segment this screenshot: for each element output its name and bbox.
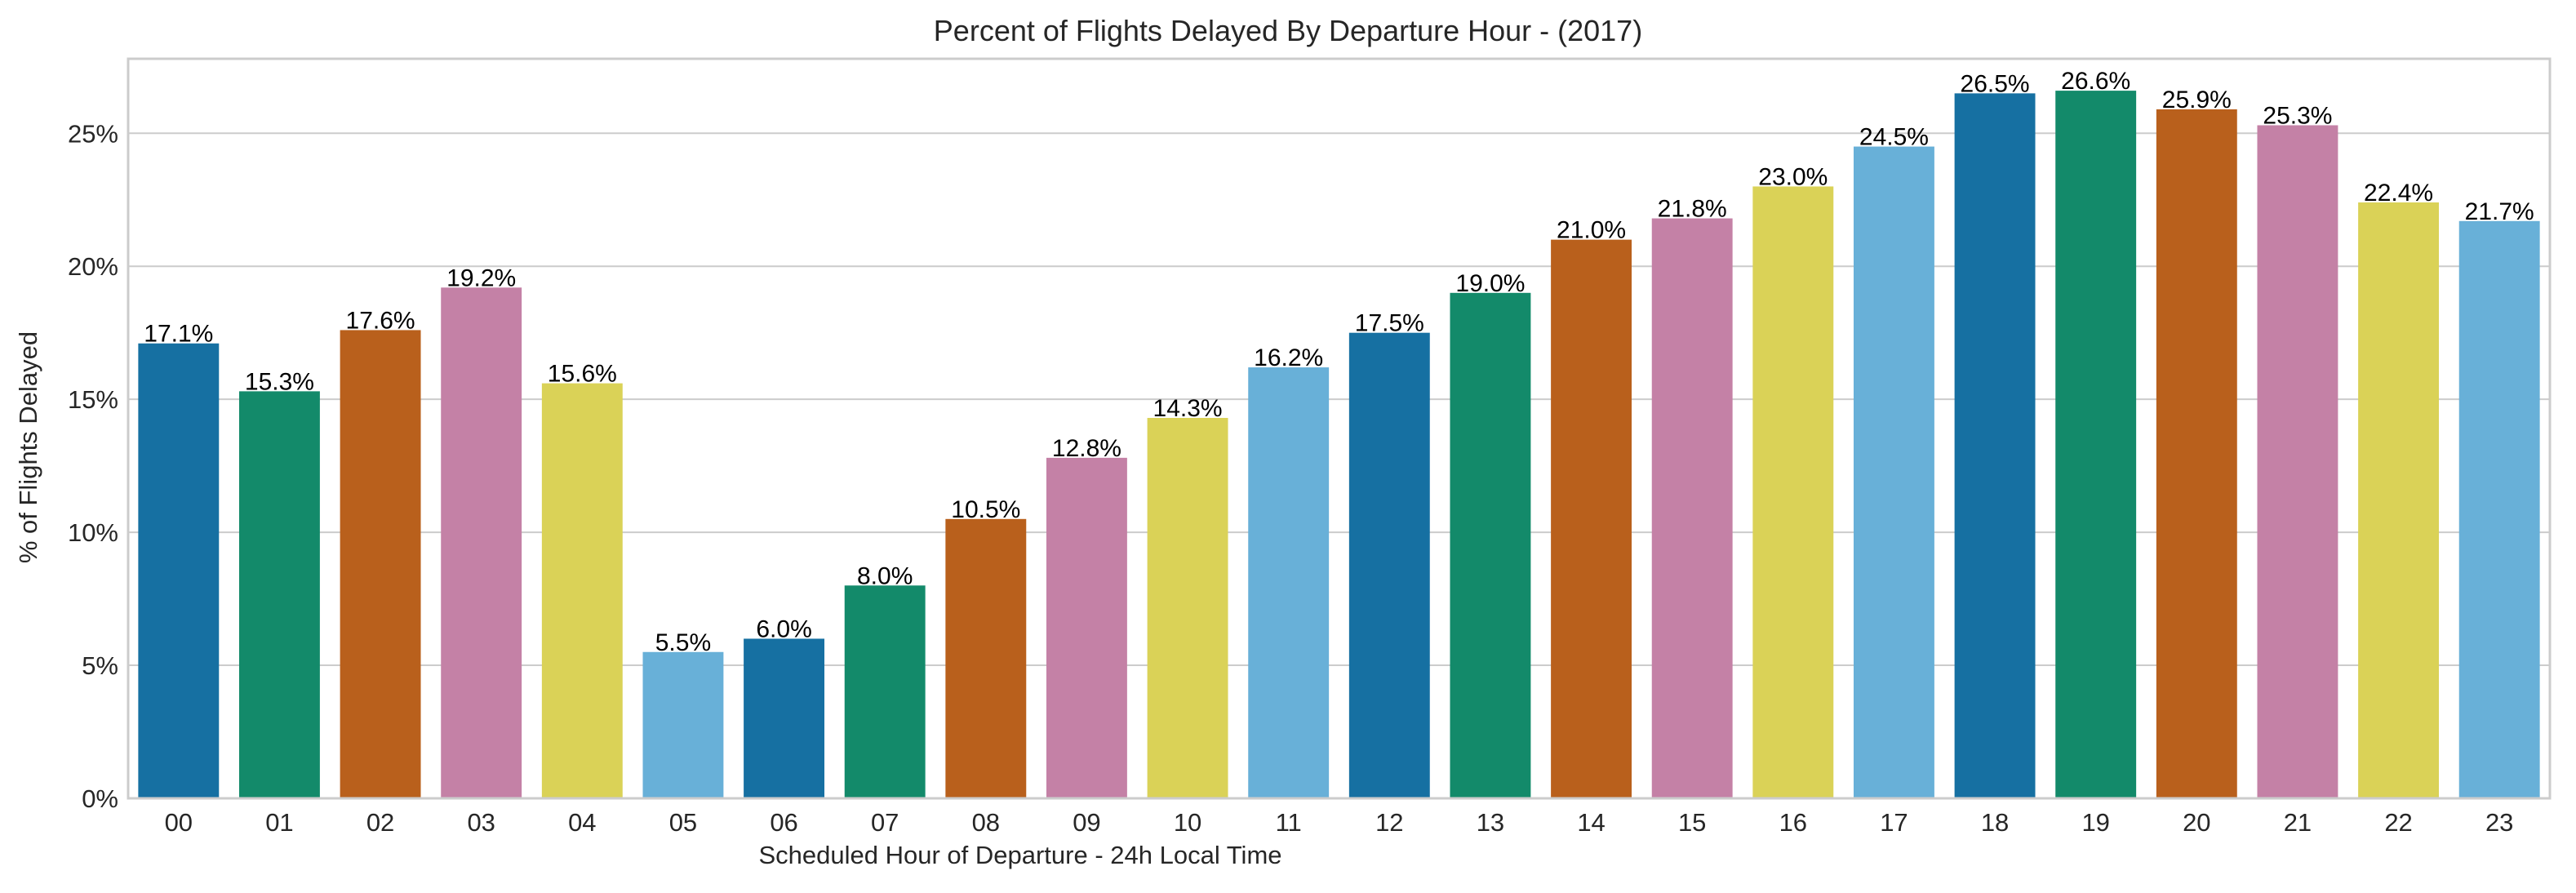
data-label: 10.5% (951, 496, 1020, 523)
data-label: 19.0% (1455, 270, 1525, 297)
data-label: 5.5% (655, 629, 711, 656)
data-label: 26.6% (2061, 68, 2130, 95)
bar-hour-22 (2358, 202, 2440, 799)
data-label: 15.3% (245, 368, 314, 395)
chart-title: Percent of Flights Delayed By Departure … (934, 14, 1642, 47)
bar-hour-09 (1046, 457, 1127, 798)
x-tick-label: 07 (871, 808, 899, 837)
bar-hour-11 (1248, 367, 1330, 798)
x-tick-label: 15 (1678, 808, 1706, 837)
data-label: 25.3% (2263, 102, 2332, 129)
x-tick-label: 10 (1174, 808, 1201, 837)
data-label: 23.0% (1758, 163, 1828, 190)
bar-hour-15 (1651, 218, 1733, 799)
x-tick-label: 20 (2183, 808, 2210, 837)
bar-hour-13 (1450, 292, 1531, 798)
x-tick-label: 02 (366, 808, 394, 837)
x-tick-label: 08 (972, 808, 1000, 837)
y-axis-label: % of Flights Delayed (14, 331, 42, 563)
x-tick-label: 09 (1073, 808, 1100, 837)
y-tick-label: 0% (82, 784, 118, 813)
bar-hour-23 (2458, 220, 2540, 798)
x-tick-label: 18 (1981, 808, 2009, 837)
data-label: 17.6% (346, 307, 415, 334)
y-tick-label: 25% (68, 119, 118, 148)
data-label: 17.1% (144, 321, 213, 348)
x-tick-label: 14 (1577, 808, 1605, 837)
x-tick-label: 12 (1375, 808, 1403, 837)
bar-hour-07 (844, 585, 926, 798)
x-tick-label: 17 (1880, 808, 1908, 837)
x-tick-label: 11 (1276, 808, 1302, 837)
data-label: 14.3% (1153, 395, 1223, 422)
data-label: 16.2% (1254, 344, 1323, 371)
bar-hour-16 (1752, 186, 1834, 799)
data-label: 24.5% (1859, 124, 1929, 151)
data-label: 6.0% (756, 615, 811, 642)
data-labels: 17.1% 15.3% 17.6% 19.2% 15.6% 5.5% 6.0% 8.0% 10.… (144, 68, 2534, 656)
bar-hour-03 (441, 287, 522, 798)
bar-hour-17 (1853, 146, 1934, 799)
x-tick-label: 21 (2284, 808, 2312, 837)
data-label: 21.8% (1658, 196, 1727, 223)
bar-hour-19 (2055, 91, 2137, 798)
y-tick-label: 10% (68, 518, 118, 547)
bar-hour-08 (945, 518, 1027, 798)
x-tick-label: 13 (1477, 808, 1504, 837)
bar-hour-00 (138, 343, 220, 798)
plot-frame (127, 57, 2552, 800)
x-tick-label: 16 (1779, 808, 1807, 837)
bar-hour-21 (2257, 125, 2338, 798)
bars (138, 91, 2540, 799)
data-label: 21.0% (1557, 217, 1626, 244)
data-label: 25.9% (2162, 87, 2232, 113)
bar-hour-10 (1147, 417, 1228, 798)
x-tick-label: 00 (165, 808, 193, 837)
data-label: 21.7% (2465, 198, 2534, 225)
x-tick-label: 23 (2485, 808, 2513, 837)
data-label: 22.4% (2364, 180, 2433, 207)
bar-hour-01 (238, 391, 320, 798)
x-tick-label: 04 (568, 808, 596, 837)
x-tick-label: 05 (669, 808, 697, 837)
y-tick-label: 20% (68, 252, 118, 281)
bar-hour-12 (1348, 332, 1430, 798)
x-axis-ticks: 00 01 02 03 04 05 06 07 08 09 10 11 12 13 14 15 16 17 18 19… (165, 808, 2514, 837)
x-tick-label: 06 (770, 808, 797, 837)
y-tick-label: 5% (82, 651, 118, 680)
bar-hour-02 (340, 330, 421, 799)
x-tick-label: 03 (467, 808, 495, 837)
bar-hour-18 (1954, 93, 2036, 799)
bar-hour-14 (1551, 239, 1632, 798)
data-label: 15.6% (548, 361, 617, 388)
bar-hour-20 (2156, 109, 2237, 798)
data-label: 26.5% (1961, 70, 2030, 97)
data-label: 12.8% (1052, 435, 1121, 462)
y-axis-ticks: 0% 5% 10% 15% 20% 25% (68, 119, 118, 813)
x-tick-label: 01 (265, 808, 293, 837)
x-tick-label: 22 (2384, 808, 2412, 837)
y-tick-label: 15% (68, 385, 118, 414)
data-label: 17.5% (1355, 310, 1424, 337)
data-label: 8.0% (857, 562, 913, 589)
x-axis-label: Scheduled Hour of Departure - 24h Local … (758, 841, 1281, 869)
data-label: 19.2% (446, 264, 516, 291)
bar-hour-05 (642, 651, 724, 798)
bar-hour-06 (744, 638, 825, 798)
bar-hour-04 (541, 383, 623, 798)
x-tick-label: 19 (2081, 808, 2109, 837)
